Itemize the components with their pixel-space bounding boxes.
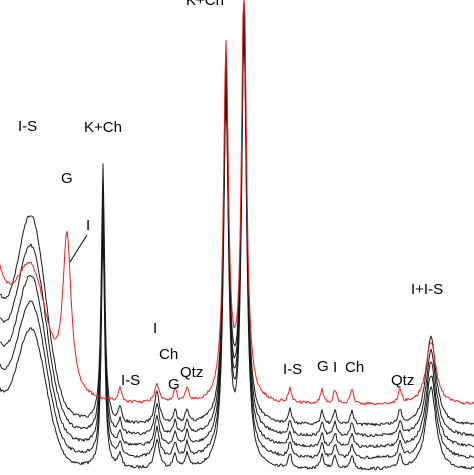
peak-label: I-S <box>121 372 140 389</box>
peak-label: Ch <box>345 359 364 376</box>
peak-label: I <box>333 359 337 376</box>
peak-label: K+Ch <box>84 119 122 136</box>
series-line-0 <box>0 30 474 470</box>
peak-label: I-S <box>283 361 302 378</box>
series-line-1 <box>0 18 474 459</box>
peak-label: G <box>168 376 180 393</box>
peak-label: K+Ch <box>186 0 224 9</box>
peak-label: G <box>317 358 329 375</box>
annotation-leaders <box>70 235 87 262</box>
peak-label: I <box>86 217 90 234</box>
peak-label: Qtz <box>180 364 203 381</box>
peak-label: Qtz <box>391 372 414 389</box>
peak-label: I+I-S <box>411 281 443 298</box>
peak-label: I-S <box>18 118 37 135</box>
peak-label: G <box>61 170 73 187</box>
peak-label: Ch <box>159 346 178 363</box>
peak-label: I <box>153 320 157 337</box>
leader-line-i <box>70 235 87 262</box>
